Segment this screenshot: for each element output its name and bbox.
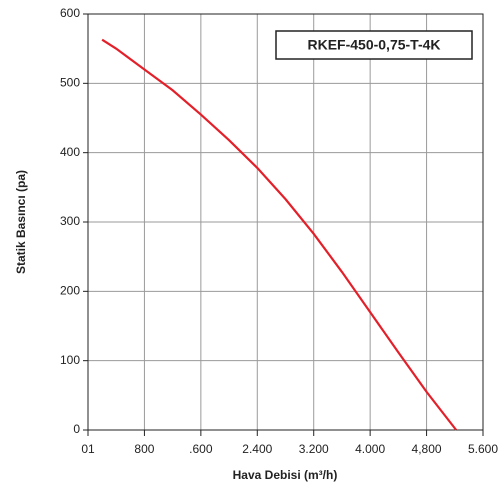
- series-line: [101, 38, 458, 431]
- legend-label: RKEF-450-0,75-T-4K: [307, 37, 440, 53]
- plot-frame: [87, 13, 484, 431]
- y-tick-label: 500: [60, 76, 80, 90]
- y-tick-label: 100: [60, 353, 80, 367]
- x-tick-label: 2.400: [242, 442, 272, 456]
- x-tick-label: 3.200: [299, 442, 329, 456]
- y-axis-title: Statik Basıncı (pa): [14, 170, 28, 274]
- y-tick-label: 400: [60, 145, 80, 159]
- x-tick-label: 5.600: [468, 442, 498, 456]
- y-tick-label: 600: [60, 6, 80, 20]
- x-tick-label: .600: [189, 442, 213, 456]
- x-tick-label: 800: [134, 442, 154, 456]
- x-tick-label: 4.000: [355, 442, 385, 456]
- x-tick-label: 4,800: [412, 442, 442, 456]
- x-tick-label: 01: [81, 442, 95, 456]
- x-axis-title: Hava Debisi (m³/h): [233, 468, 338, 482]
- legend-box: [275, 30, 473, 60]
- y-tick-label: 0: [73, 422, 80, 436]
- y-tick-label: 200: [60, 284, 80, 298]
- y-tick-label: 300: [60, 214, 80, 228]
